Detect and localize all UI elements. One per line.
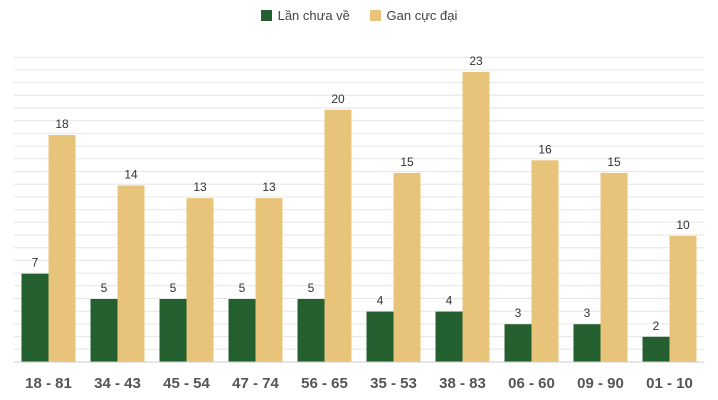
legend-item-series-2[interactable]: Gan cực đại bbox=[369, 8, 458, 23]
legend-swatch-series-1 bbox=[260, 10, 272, 21]
x-tick-label-4: 47 - 74 bbox=[232, 375, 279, 392]
bar-gan-cuc-dai-8[interactable] bbox=[531, 160, 559, 362]
data-label-gan-cuc-dai-10: 10 bbox=[676, 218, 690, 232]
bar-gan-cuc-dai-5[interactable] bbox=[324, 109, 352, 362]
bar-lan-chua-ve-7[interactable] bbox=[435, 311, 463, 362]
legend: Lần chưa về Gan cực đại bbox=[0, 8, 718, 24]
data-label-lan-chua-ve-3: 5 bbox=[170, 281, 177, 295]
bar-gan-cuc-dai-6[interactable] bbox=[393, 172, 421, 362]
legend-label-series-2: Gan cực đại bbox=[386, 8, 458, 23]
data-label-lan-chua-ve-1: 7 bbox=[32, 256, 39, 270]
data-label-gan-cuc-dai-7: 23 bbox=[469, 54, 483, 68]
data-label-lan-chua-ve-5: 5 bbox=[308, 281, 315, 295]
data-label-lan-chua-ve-6: 4 bbox=[377, 294, 384, 308]
x-tick-label-10: 01 - 10 bbox=[646, 375, 693, 392]
bar-lan-chua-ve-8[interactable] bbox=[504, 324, 532, 362]
data-label-gan-cuc-dai-3: 13 bbox=[193, 180, 207, 194]
x-tick-label-1: 18 - 81 bbox=[25, 375, 72, 392]
data-label-gan-cuc-dai-8: 16 bbox=[538, 142, 552, 156]
bar-gan-cuc-dai-2[interactable] bbox=[117, 185, 145, 363]
bar-lan-chua-ve-1[interactable] bbox=[21, 273, 49, 362]
bar-lan-chua-ve-4[interactable] bbox=[228, 299, 256, 362]
bar-gan-cuc-dai-1[interactable] bbox=[48, 135, 76, 362]
data-label-gan-cuc-dai-1: 18 bbox=[55, 117, 69, 131]
data-label-lan-chua-ve-4: 5 bbox=[239, 281, 246, 295]
bar-lan-chua-ve-10[interactable] bbox=[642, 336, 670, 362]
bar-lan-chua-ve-9[interactable] bbox=[573, 324, 601, 362]
x-tick-label-6: 35 - 53 bbox=[370, 375, 417, 392]
bar-lan-chua-ve-5[interactable] bbox=[297, 299, 325, 362]
x-tick-label-8: 06 - 60 bbox=[508, 375, 555, 392]
bar-lan-chua-ve-3[interactable] bbox=[159, 299, 187, 362]
x-tick-label-3: 45 - 54 bbox=[163, 375, 210, 392]
data-label-gan-cuc-dai-9: 15 bbox=[607, 155, 621, 169]
x-tick-label-7: 38 - 83 bbox=[439, 375, 486, 392]
data-label-lan-chua-ve-10: 2 bbox=[653, 319, 660, 333]
data-label-gan-cuc-dai-6: 15 bbox=[400, 155, 414, 169]
data-label-lan-chua-ve-7: 4 bbox=[446, 294, 453, 308]
bar-gan-cuc-dai-7[interactable] bbox=[462, 72, 490, 362]
x-tick-label-9: 09 - 90 bbox=[577, 375, 624, 392]
legend-swatch-series-2 bbox=[369, 10, 381, 21]
bar-gan-cuc-dai-10[interactable] bbox=[669, 235, 697, 362]
x-tick-label-2: 34 - 43 bbox=[94, 375, 141, 392]
data-label-lan-chua-ve-9: 3 bbox=[584, 306, 591, 320]
bar-lan-chua-ve-2[interactable] bbox=[90, 299, 118, 362]
legend-item-series-1[interactable]: Lần chưa về bbox=[260, 8, 350, 23]
bar-gan-cuc-dai-4[interactable] bbox=[255, 198, 283, 362]
data-label-lan-chua-ve-2: 5 bbox=[101, 281, 108, 295]
data-label-gan-cuc-dai-4: 13 bbox=[262, 180, 276, 194]
legend-label-series-1: Lần chưa về bbox=[277, 8, 350, 23]
bar-gan-cuc-dai-9[interactable] bbox=[600, 172, 628, 362]
bar-lan-chua-ve-6[interactable] bbox=[366, 311, 394, 362]
x-tick-label-5: 56 - 65 bbox=[301, 375, 348, 392]
bar-gan-cuc-dai-3[interactable] bbox=[186, 198, 214, 362]
data-label-gan-cuc-dai-2: 14 bbox=[124, 168, 138, 182]
data-label-lan-chua-ve-8: 3 bbox=[515, 306, 522, 320]
data-label-gan-cuc-dai-5: 20 bbox=[331, 92, 345, 106]
